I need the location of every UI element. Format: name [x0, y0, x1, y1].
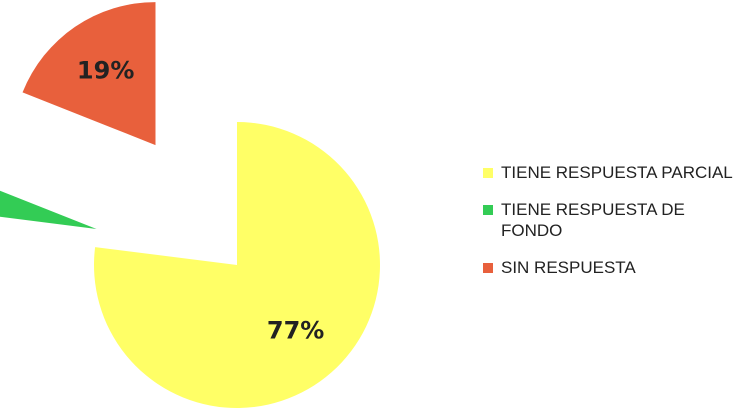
- pie-slice: [22, 2, 156, 146]
- legend-label: TIENE RESPUESTA DE FONDO: [501, 200, 685, 240]
- legend-swatch: [483, 263, 493, 273]
- legend-label: SIN RESPUESTA: [501, 258, 636, 277]
- value-label: 19%: [77, 57, 134, 85]
- legend-swatch: [483, 168, 493, 178]
- legend-label: TIENE RESPUESTA PARCIAL: [501, 163, 733, 182]
- legend-item: TIENE RESPUESTA PARCIAL: [483, 162, 733, 183]
- pie-slice: [0, 190, 97, 229]
- pie-slice: [93, 122, 380, 408]
- value-label: 77%: [267, 317, 324, 345]
- legend-swatch: [483, 205, 493, 215]
- legend-item: SIN RESPUESTA: [483, 257, 733, 278]
- legend-item: TIENE RESPUESTA DE FONDO: [483, 199, 733, 241]
- legend: TIENE RESPUESTA PARCIAL TIENE RESPUESTA D…: [483, 162, 733, 294]
